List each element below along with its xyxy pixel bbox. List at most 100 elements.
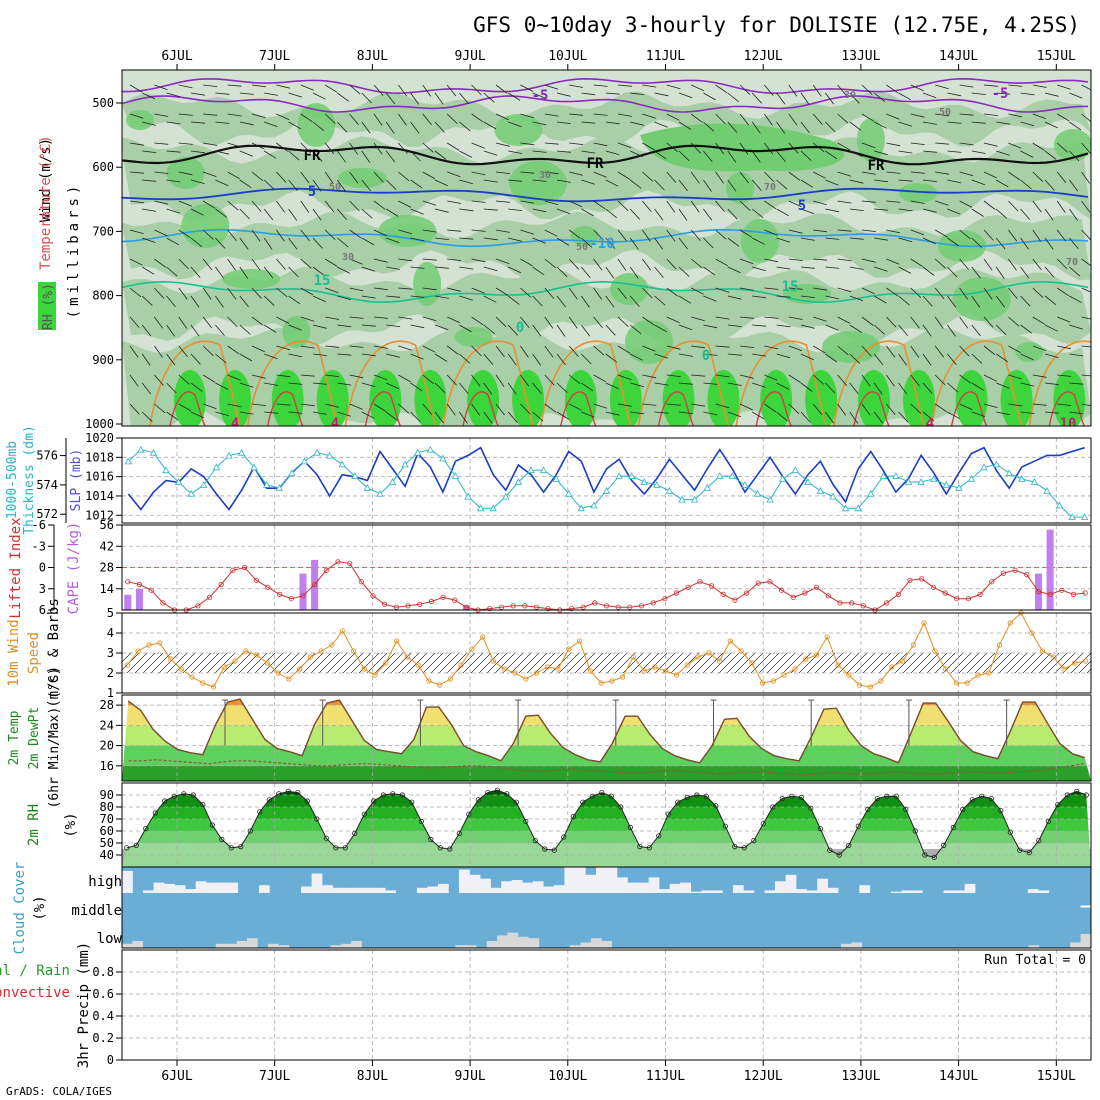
wind-barb xyxy=(849,411,859,424)
wind-barb xyxy=(568,229,581,239)
wind-barb xyxy=(373,84,384,96)
wind-barb xyxy=(361,324,376,327)
thickness-point xyxy=(841,504,850,512)
wind-barb xyxy=(874,208,889,211)
footer-credit: GrADS: COLA/IGES xyxy=(6,1085,112,1098)
cape-bar xyxy=(124,594,132,610)
wind-barb xyxy=(971,150,986,154)
lifted-index-point xyxy=(965,596,972,602)
wind-barb xyxy=(337,353,352,356)
rh2m-point xyxy=(817,825,823,832)
wind-barb xyxy=(520,171,535,174)
wind-barb xyxy=(129,287,142,298)
thickness-point xyxy=(628,472,636,479)
wind-barb xyxy=(178,345,188,358)
wind-barb xyxy=(398,142,408,154)
cloud-bar-low xyxy=(465,945,477,948)
wind-barb xyxy=(629,324,642,335)
date-label-top: 15JUL xyxy=(1037,49,1076,64)
lifted-index-point xyxy=(767,579,773,585)
wind-barb xyxy=(886,229,901,234)
wind-barb xyxy=(215,179,229,187)
wind-barb xyxy=(703,324,718,329)
wind-barb xyxy=(788,171,801,181)
wind-barb xyxy=(666,287,679,297)
cloud-bar-low xyxy=(122,943,133,948)
cloud-bar-low xyxy=(1028,945,1040,948)
wind-barb xyxy=(947,92,962,97)
wind-barb xyxy=(544,316,554,329)
wind-barb xyxy=(788,287,803,290)
wind-barb xyxy=(788,374,801,383)
wind-barb xyxy=(227,345,240,355)
wind-barb xyxy=(300,200,310,213)
wind-barb xyxy=(654,237,664,250)
wind-barb xyxy=(178,403,192,412)
wind-barb xyxy=(739,258,754,265)
wind-barb xyxy=(800,324,815,329)
slp-label: SLP (mb) xyxy=(69,449,84,512)
wind-barb xyxy=(203,113,218,116)
wind-barb xyxy=(446,113,458,124)
rh2m-point xyxy=(884,793,890,799)
wind-barb xyxy=(898,208,913,212)
wind-speed-point xyxy=(490,658,496,664)
lifted-index-point xyxy=(358,579,364,585)
wind-barb xyxy=(996,150,1010,156)
rh2m-point xyxy=(124,845,130,851)
wind-barb xyxy=(959,258,970,270)
ytick-label: 14 xyxy=(100,582,114,596)
wind-barb xyxy=(471,316,484,326)
date-label-top: 11JUL xyxy=(646,49,685,64)
wind-barb xyxy=(520,287,532,298)
rh-patch xyxy=(856,118,885,162)
cloud-bar-high xyxy=(553,885,565,893)
rh-plume xyxy=(707,370,740,426)
wind-barb xyxy=(690,200,700,213)
wind-barb xyxy=(971,266,981,279)
wind-barb xyxy=(166,411,179,421)
wind-barb xyxy=(251,403,266,406)
wind-barb xyxy=(983,287,993,300)
thickness-point xyxy=(514,478,523,485)
cloud-bar-high xyxy=(364,887,376,893)
temp-contour-25 xyxy=(560,391,597,426)
wind-barb xyxy=(142,150,157,153)
contour-label: 30 xyxy=(844,90,856,101)
contour-label: 30 xyxy=(539,170,551,181)
wind-barb xyxy=(203,142,218,146)
wind-barb xyxy=(691,374,706,377)
wind-barb xyxy=(166,237,179,246)
wind-barb xyxy=(776,121,786,134)
wind-barb xyxy=(983,258,993,271)
ytick-label: 0 xyxy=(39,561,46,575)
wind-barb xyxy=(202,374,216,383)
wind-barb xyxy=(752,382,766,388)
wind-barb xyxy=(361,150,371,163)
wind-barb xyxy=(666,171,677,183)
wind-barb xyxy=(959,84,974,88)
wind-speed-point xyxy=(770,678,777,684)
rh2m-point xyxy=(969,797,975,803)
wind-barb xyxy=(1081,229,1091,241)
rh2m-point xyxy=(979,793,985,799)
wind-barb xyxy=(935,200,949,206)
wind-barb xyxy=(910,258,923,267)
wind-barb xyxy=(239,411,254,415)
wind-barb xyxy=(556,179,571,183)
wind-barb xyxy=(1056,287,1070,297)
wind-barb xyxy=(983,345,996,356)
rh2m-point xyxy=(276,791,282,797)
ytick-label: 16 xyxy=(100,759,114,773)
wind-barb xyxy=(190,353,201,365)
rh2m-point xyxy=(722,823,728,829)
wind-barb xyxy=(788,258,803,261)
wind-speed-point xyxy=(921,620,927,626)
wind-barb xyxy=(764,287,779,290)
wind-barb xyxy=(886,200,901,203)
wind-barb xyxy=(715,287,730,293)
rh2m-point xyxy=(561,834,567,840)
wind-barb xyxy=(678,295,692,304)
